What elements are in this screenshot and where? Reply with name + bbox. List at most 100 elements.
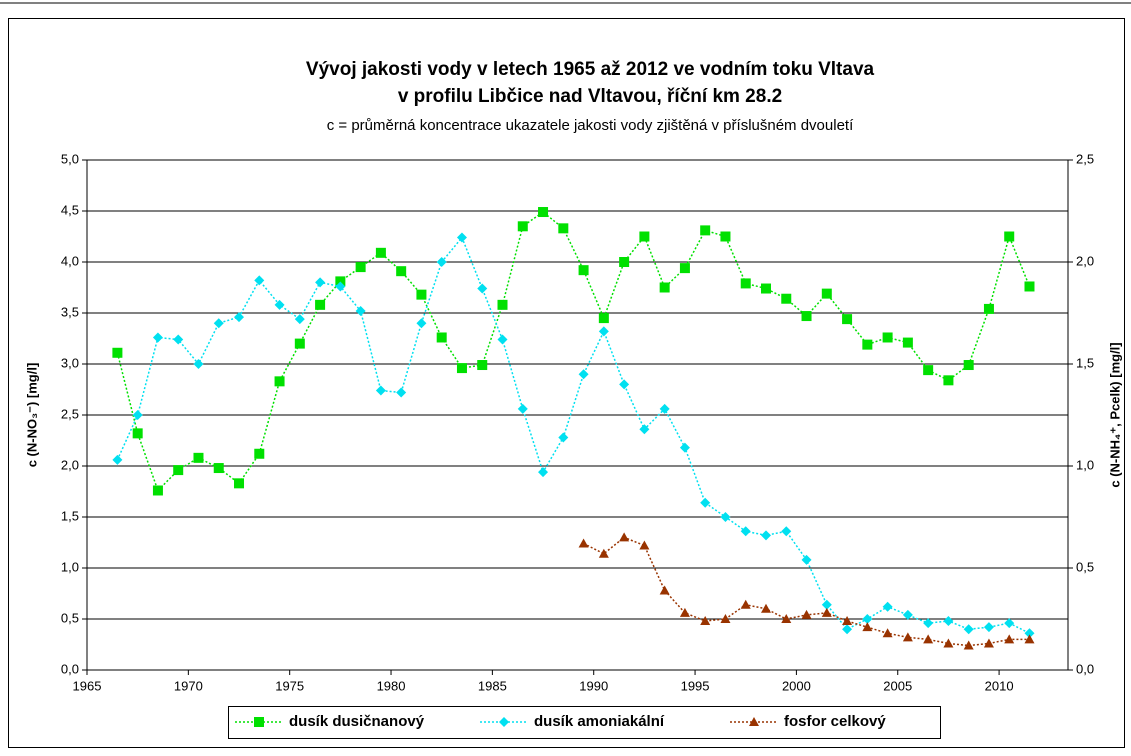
data-point bbox=[598, 326, 609, 337]
data-point bbox=[801, 609, 812, 619]
x-tick-label: 1995 bbox=[681, 678, 710, 693]
x-tick-label: 2005 bbox=[883, 678, 912, 693]
data-point bbox=[902, 337, 913, 348]
data-point bbox=[152, 332, 163, 343]
data-point bbox=[1024, 281, 1035, 292]
data-point bbox=[355, 305, 366, 316]
y2-tick-label: 1,0 bbox=[1076, 457, 1094, 472]
data-point bbox=[152, 485, 163, 496]
legend-label: dusík dusičnanový bbox=[289, 713, 425, 730]
y-tick-label: 1,5 bbox=[61, 508, 79, 523]
data-point bbox=[558, 223, 569, 234]
data-point bbox=[882, 332, 893, 343]
data-point bbox=[720, 231, 731, 242]
data-point bbox=[1004, 618, 1015, 629]
data-point bbox=[720, 614, 731, 623]
data-point bbox=[213, 463, 224, 474]
data-point bbox=[335, 281, 346, 292]
chart-title-line2: v profilu Libčice nad Vltavou, říční km … bbox=[398, 86, 782, 107]
data-point bbox=[132, 410, 143, 420]
y-tick-label: 3,5 bbox=[61, 304, 79, 319]
data-point bbox=[1004, 634, 1015, 644]
data-point bbox=[456, 363, 467, 374]
data-point bbox=[983, 638, 994, 648]
data-point bbox=[578, 369, 589, 380]
data-point bbox=[193, 452, 204, 463]
data-point bbox=[112, 347, 123, 358]
data-point bbox=[416, 318, 427, 329]
y-tick-label: 2,0 bbox=[61, 457, 79, 472]
plot-frame bbox=[86, 159, 1069, 671]
data-point bbox=[700, 225, 711, 236]
data-point bbox=[619, 379, 630, 390]
data-point bbox=[375, 247, 386, 258]
data-point bbox=[1024, 634, 1035, 644]
y-tick-label: 0,5 bbox=[61, 610, 79, 625]
data-point bbox=[315, 299, 326, 310]
series-line bbox=[116, 236, 1030, 634]
y2-tick-label: 2,0 bbox=[1076, 253, 1094, 268]
data-point bbox=[497, 334, 508, 345]
data-point bbox=[882, 628, 893, 638]
chart-frame bbox=[8, 18, 1125, 748]
data-point bbox=[760, 603, 771, 613]
data-point bbox=[842, 314, 853, 325]
data-point bbox=[963, 624, 974, 635]
data-point bbox=[517, 403, 528, 414]
data-point bbox=[943, 375, 954, 386]
data-point bbox=[294, 314, 305, 325]
legend-marker bbox=[749, 717, 759, 726]
y-axis-label: c (N-NO₃⁻) [mg/l] bbox=[24, 363, 39, 468]
data-point bbox=[821, 288, 832, 299]
data-point bbox=[700, 497, 711, 508]
data-point bbox=[679, 442, 690, 453]
data-point bbox=[882, 601, 893, 612]
chart-subtitle: c = průměrná koncentrace ukazatele jakos… bbox=[327, 117, 854, 134]
data-point bbox=[801, 311, 812, 322]
data-point bbox=[619, 532, 630, 542]
legend-marker bbox=[254, 717, 264, 727]
data-point bbox=[659, 403, 670, 414]
data-point bbox=[517, 221, 528, 232]
data-point bbox=[396, 266, 407, 277]
data-point bbox=[234, 312, 245, 323]
data-point bbox=[781, 614, 792, 623]
data-point bbox=[639, 231, 650, 242]
data-point bbox=[355, 262, 366, 273]
data-point bbox=[740, 526, 751, 537]
data-point bbox=[538, 207, 549, 218]
data-point bbox=[963, 640, 974, 650]
data-point bbox=[254, 448, 265, 459]
y-tick-label: 2,5 bbox=[61, 406, 79, 421]
data-point bbox=[254, 275, 265, 286]
legend-marker bbox=[499, 717, 509, 727]
x-tick-label: 2010 bbox=[985, 678, 1014, 693]
series-line bbox=[116, 211, 1031, 492]
legend-label: dusík amoniakální bbox=[534, 713, 665, 730]
data-point bbox=[497, 299, 508, 310]
y-tick-label: 1,0 bbox=[61, 559, 79, 574]
data-point bbox=[436, 332, 447, 343]
data-point bbox=[436, 257, 447, 267]
y-tick-label: 3,0 bbox=[61, 355, 79, 370]
x-tick-label: 1975 bbox=[275, 678, 304, 693]
data-point bbox=[659, 282, 670, 293]
data-point bbox=[862, 339, 873, 350]
data-point bbox=[760, 283, 771, 294]
data-point bbox=[902, 609, 913, 620]
data-point bbox=[234, 478, 245, 489]
data-point bbox=[335, 276, 346, 287]
y-tick-label: 4,5 bbox=[61, 202, 79, 217]
data-point bbox=[213, 318, 224, 329]
data-point bbox=[983, 303, 994, 314]
data-point bbox=[396, 387, 407, 398]
data-point bbox=[720, 512, 731, 522]
legend-label: fosfor celkový bbox=[784, 713, 886, 730]
data-point bbox=[578, 265, 589, 276]
data-point bbox=[963, 360, 974, 371]
data-point bbox=[923, 618, 934, 629]
data-point bbox=[781, 526, 792, 537]
data-point bbox=[659, 585, 670, 595]
data-point bbox=[842, 624, 853, 635]
